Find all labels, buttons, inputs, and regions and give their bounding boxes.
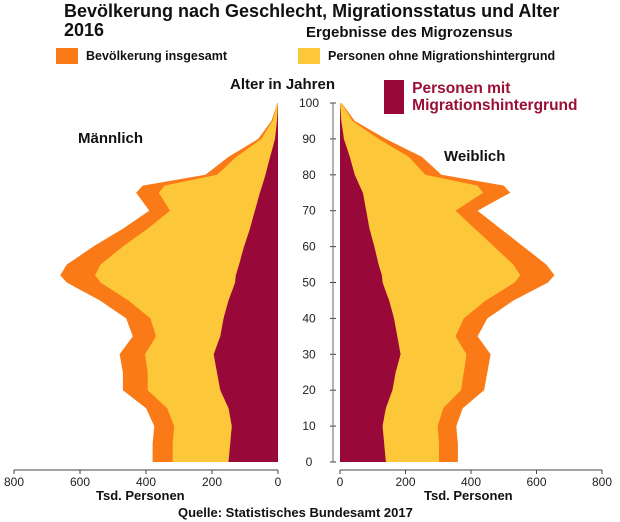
age-tick-60: 60 [302, 240, 316, 254]
age-tick-10: 10 [302, 419, 316, 433]
x-tick-left-200: 200 [202, 475, 222, 489]
x-tick-right-800: 800 [592, 475, 612, 489]
age-tick-80: 80 [302, 168, 316, 182]
age-tick-70: 70 [302, 204, 316, 218]
age-tick-20: 20 [302, 383, 316, 397]
female-with-migration-area [340, 103, 401, 462]
age-tick-30: 30 [302, 347, 316, 361]
legend-label-with-migration: Personen mit Migrationshintergrund [412, 80, 578, 114]
label-female: Weiblich [444, 148, 506, 165]
x-tick-left-800: 800 [4, 475, 24, 489]
male-with-migration-area [213, 103, 278, 462]
age-tick-90: 90 [302, 132, 316, 146]
y-axis-title: Alter in Jahren [230, 76, 336, 93]
x-axis-title-left: Tsd. Personen [96, 488, 185, 503]
label-male: Männlich [78, 130, 144, 147]
age-tick-100: 100 [299, 96, 319, 110]
x-tick-left-400: 400 [136, 475, 156, 489]
x-tick-left-600: 600 [70, 475, 90, 489]
age-tick-0: 0 [306, 455, 313, 469]
legend-swatch-total [56, 48, 78, 64]
legend-swatch-with-migration [384, 80, 405, 114]
x-tick-left-0: 0 [275, 475, 282, 489]
legend-item-without-migration: Personen ohne Migrationshintergrund [298, 48, 555, 64]
legend-item-total: Bevölkerung insgesamt [56, 48, 227, 64]
x-tick-right-600: 600 [526, 475, 546, 489]
x-tick-right-400: 400 [461, 475, 481, 489]
legend-label-without-migration: Personen ohne Migrationshintergrund [328, 49, 556, 63]
age-tick-40: 40 [302, 311, 316, 325]
source-note: Quelle: Statistisches Bundesamt 2017 [178, 505, 413, 520]
legend-swatch-without-migration [298, 48, 320, 64]
chart-subtitle: Ergebnisse des Migrozensus [306, 24, 513, 41]
legend-label-total: Bevölkerung insgesamt [86, 49, 228, 63]
x-tick-right-0: 0 [337, 475, 344, 489]
x-tick-right-200: 200 [395, 475, 415, 489]
legend-item-with-migration: Personen mit Migrationshintergrund [384, 80, 620, 114]
age-tick-50: 50 [302, 276, 316, 290]
chart-title: Bevölkerung nach Geschlecht, Migrationss… [64, 1, 560, 40]
x-axis-title-right: Tsd. Personen [424, 488, 513, 503]
